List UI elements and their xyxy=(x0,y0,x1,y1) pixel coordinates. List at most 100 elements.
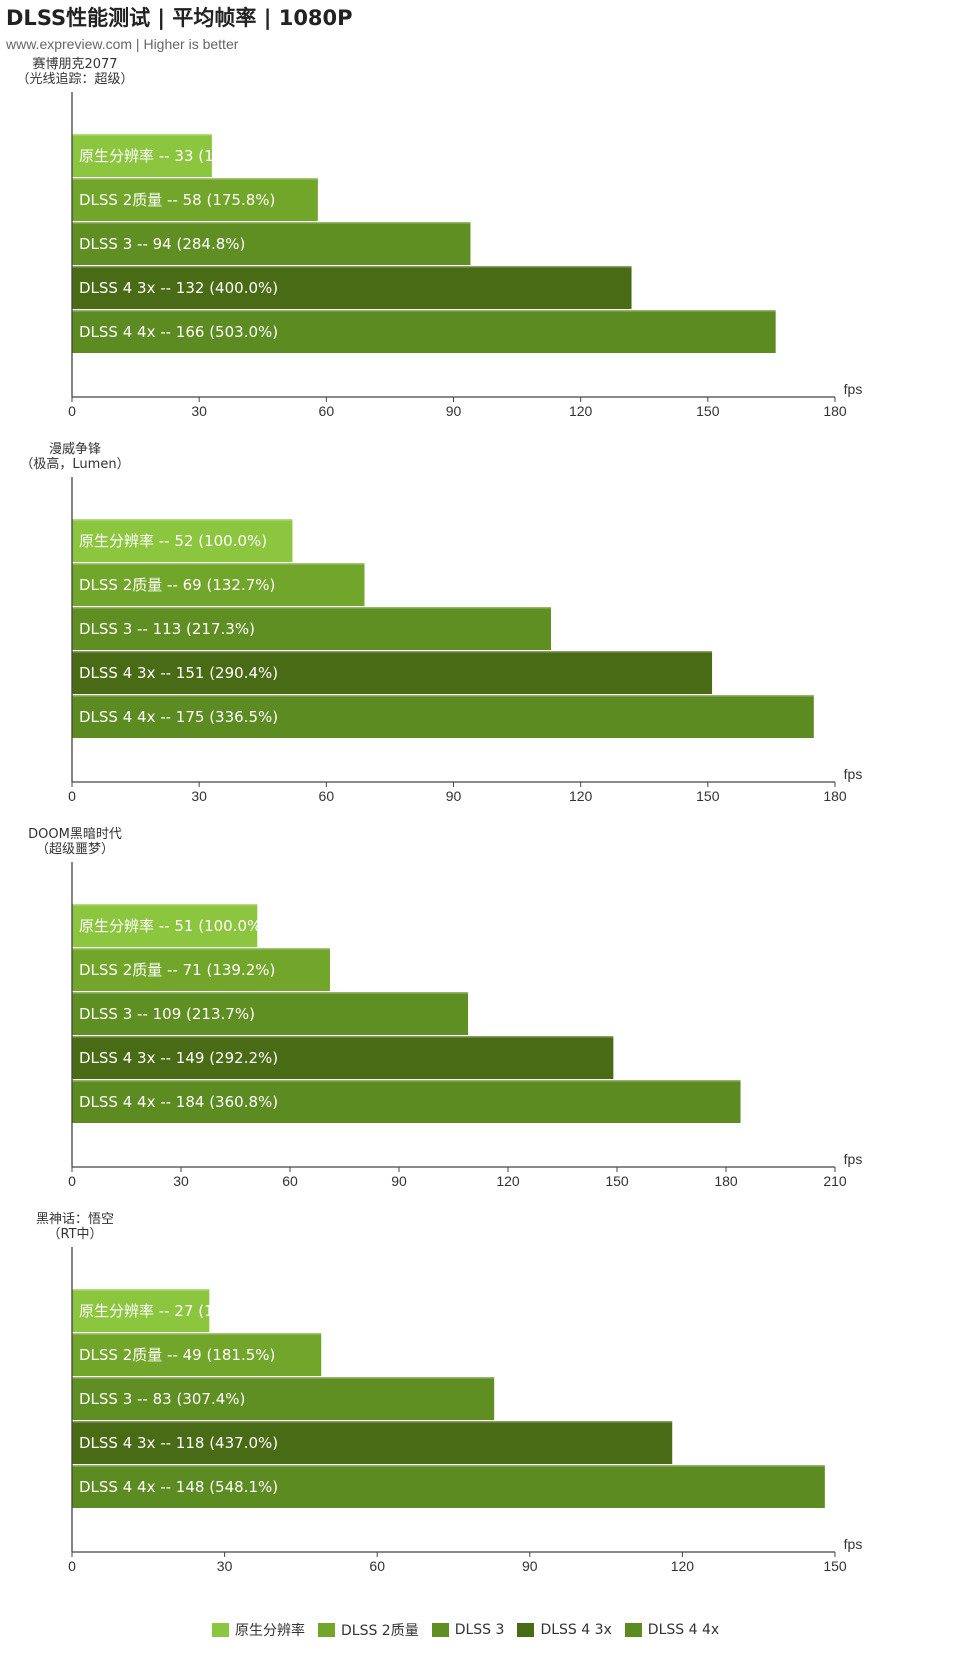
bar-highlight xyxy=(72,1465,825,1467)
bar-highlight xyxy=(72,519,293,521)
bar-highlight xyxy=(72,607,551,609)
chart-panel-doom: DOOM黑暗时代 （超级噩梦） 原生分辨率 -- 51 (100.0%) DLSS… xyxy=(0,825,960,1215)
legend-swatch xyxy=(318,1623,335,1637)
bar-label: DLSS 4 4x -- 175 (336.5%) xyxy=(79,708,278,726)
chart-legend: 原生分辨率 DLSS 2质量 DLSS 3 DLSS 4 3x DLSS 4 4… xyxy=(212,1620,719,1640)
x-tick-label: 60 xyxy=(369,1558,385,1574)
bar xyxy=(72,134,212,177)
legend-label: 原生分辨率 xyxy=(235,1623,305,1639)
bar-label: DLSS 2质量 -- 58 (175.8%) xyxy=(79,191,275,209)
bar-label: DLSS 2质量 -- 69 (132.7%) xyxy=(79,576,275,594)
bar-label: DLSS 3 -- 109 (213.7%) xyxy=(79,1005,255,1023)
x-tick-label: 60 xyxy=(319,403,335,419)
bar-highlight xyxy=(72,266,632,268)
x-axis-label: fps xyxy=(844,1536,863,1552)
x-axis-label: fps xyxy=(844,766,863,782)
bar-label: DLSS 3 -- 113 (217.3%) xyxy=(79,620,255,638)
bar-chart-doom: 原生分辨率 -- 51 (100.0%) DLSS 2质量 -- 71 (139.… xyxy=(68,862,863,1189)
x-tick-label: 60 xyxy=(282,1173,298,1189)
game-title: 漫威争锋 xyxy=(48,442,101,457)
legend-item[interactable]: 原生分辨率 xyxy=(212,1620,305,1640)
chart-panel-cyberpunk: 赛博朋克2077 （光线追踪：超级） 原生分辨率 -- 33 (100.0%) D… xyxy=(0,55,960,445)
legend-item[interactable]: DLSS 4 4x xyxy=(624,1622,720,1638)
bar-highlight xyxy=(72,310,776,312)
chart-subtitle: www.expreview.com | Higher is better xyxy=(6,36,239,52)
bar xyxy=(72,1080,741,1123)
bar xyxy=(72,519,293,562)
game-title: DOOM黑暗时代 xyxy=(28,827,122,842)
chart-title: DLSS性能测试 | 平均帧率 | 1080P xyxy=(6,6,353,30)
game-title: 赛博朋克2077 xyxy=(32,57,118,72)
bar xyxy=(72,178,318,221)
bar-label: 原生分辨率 -- 33 (100.0%) xyxy=(79,147,267,165)
bar-label: DLSS 2质量 -- 49 (181.5%) xyxy=(79,1346,275,1364)
bar-chart-marvel-rivals: 原生分辨率 -- 52 (100.0%) DLSS 2质量 -- 69 (132.… xyxy=(68,477,863,804)
bar xyxy=(72,1036,614,1079)
x-tick-label: 120 xyxy=(671,1558,695,1574)
x-tick-label: 30 xyxy=(191,788,207,804)
bar-label: DLSS 4 3x -- 151 (290.4%) xyxy=(79,664,278,682)
bar-highlight xyxy=(72,134,212,136)
x-tick-label: 30 xyxy=(191,403,207,419)
bar xyxy=(72,904,258,947)
bar-label: DLSS 4 3x -- 149 (292.2%) xyxy=(79,1049,278,1067)
x-tick-label: 150 xyxy=(696,403,720,419)
legend-swatch xyxy=(212,1623,229,1637)
bar xyxy=(72,948,330,991)
chart-panel-black-myth: 黑神话：悟空 （RT中） 原生分辨率 -- 27 (100.0%) DLSS 2质… xyxy=(0,1210,960,1600)
bar xyxy=(72,1377,495,1420)
bar-label: 原生分辨率 -- 52 (100.0%) xyxy=(79,532,267,550)
bar-highlight xyxy=(72,222,471,224)
bar xyxy=(72,310,776,353)
bar-label: 原生分辨率 -- 51 (100.0%) xyxy=(79,917,267,935)
legend-item[interactable]: DLSS 4 3x xyxy=(517,1622,612,1638)
bar xyxy=(72,266,632,309)
x-tick-label: 150 xyxy=(823,1558,847,1574)
legend-swatch xyxy=(431,1623,449,1637)
x-tick-label: 90 xyxy=(446,788,462,804)
bar-highlight xyxy=(72,992,469,994)
bar-label: 原生分辨率 -- 27 (100.0%) xyxy=(79,1302,267,1320)
bar-label: DLSS 3 -- 83 (307.4%) xyxy=(79,1390,245,1408)
bar-highlight xyxy=(72,948,330,950)
legend-item[interactable]: DLSS 2质量 xyxy=(318,1620,419,1640)
legend-swatch xyxy=(517,1623,535,1637)
game-setting: （RT中） xyxy=(47,1227,103,1242)
legend-item[interactable]: DLSS 3 xyxy=(431,1622,505,1638)
bar xyxy=(72,651,713,694)
legend-label: DLSS 4 3x xyxy=(540,1622,612,1638)
x-tick-label: 0 xyxy=(68,403,76,419)
bar xyxy=(72,1289,210,1332)
x-tick-label: 90 xyxy=(446,403,462,419)
game-setting: （极高，Lumen） xyxy=(20,457,130,472)
bar-label: DLSS 4 3x -- 118 (437.0%) xyxy=(79,1434,278,1452)
x-tick-label: 0 xyxy=(68,788,76,804)
bar xyxy=(72,1465,825,1508)
x-tick-label: 60 xyxy=(319,788,335,804)
bar xyxy=(72,992,469,1035)
x-tick-label: 180 xyxy=(714,1173,738,1189)
x-tick-label: 90 xyxy=(522,1558,538,1574)
bar-label: DLSS 2质量 -- 71 (139.2%) xyxy=(79,961,275,979)
bar xyxy=(72,607,551,650)
bar-label: DLSS 4 4x -- 184 (360.8%) xyxy=(79,1093,278,1111)
x-tick-label: 180 xyxy=(823,788,847,804)
x-tick-label: 0 xyxy=(68,1173,76,1189)
bar-highlight xyxy=(72,1080,741,1082)
legend-swatch xyxy=(624,1623,642,1637)
bar-label: DLSS 4 4x -- 166 (503.0%) xyxy=(79,323,278,341)
bar-chart-black-myth: 原生分辨率 -- 27 (100.0%) DLSS 2质量 -- 49 (181.… xyxy=(68,1247,863,1574)
legend-label: DLSS 3 xyxy=(454,1622,505,1638)
bar-highlight xyxy=(72,1377,495,1379)
bar-highlight xyxy=(72,1333,322,1335)
x-tick-label: 210 xyxy=(823,1173,847,1189)
game-setting: （超级噩梦） xyxy=(35,842,114,857)
x-tick-label: 90 xyxy=(391,1173,407,1189)
x-axis-label: fps xyxy=(844,1151,863,1167)
chart-panel-marvel-rivals: 漫威争锋 （极高，Lumen） 原生分辨率 -- 52 (100.0%) DLSS… xyxy=(0,440,960,830)
x-tick-label: 120 xyxy=(569,403,593,419)
x-tick-label: 180 xyxy=(823,403,847,419)
bar-highlight xyxy=(72,563,365,565)
legend-label: DLSS 4 4x xyxy=(647,1622,720,1638)
bar-highlight xyxy=(72,695,814,697)
